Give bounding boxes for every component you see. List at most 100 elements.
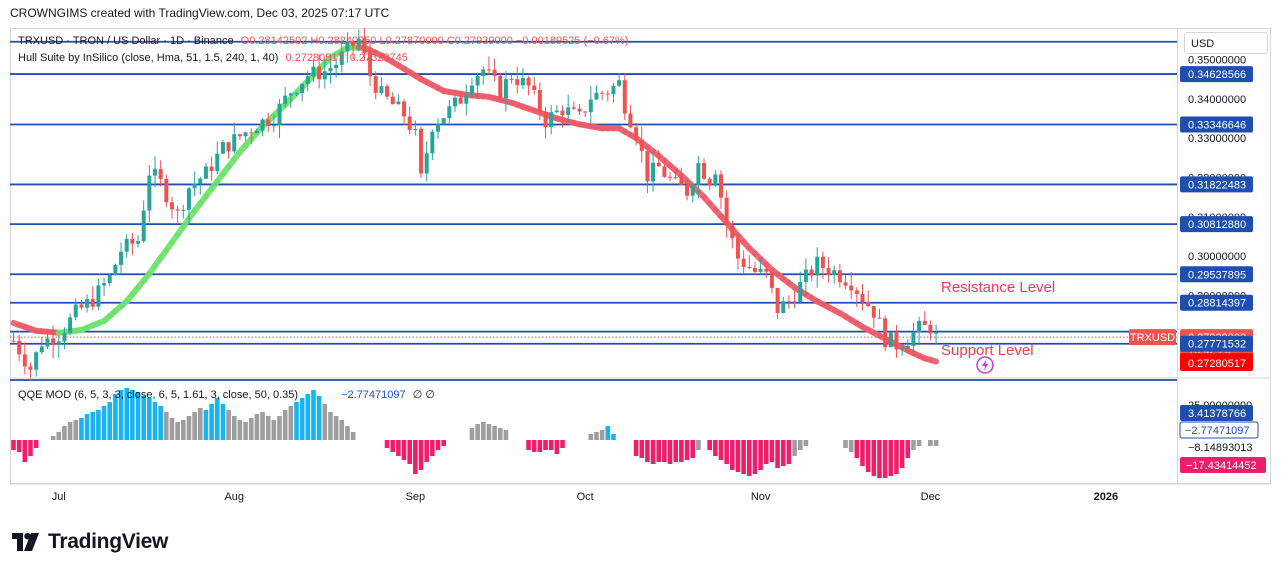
qqe-bar: [480, 422, 486, 440]
qqe-bar: [690, 440, 695, 458]
price-level-label: 0.28814397: [1188, 298, 1246, 310]
candle-body: [73, 304, 78, 318]
qqe-bar: [418, 440, 424, 470]
price-level-box: [1180, 216, 1253, 233]
qqe-bar: [588, 434, 594, 440]
hull-value-2: 0.27328745: [349, 52, 408, 64]
candle-body: [928, 324, 933, 334]
candle-body: [203, 166, 208, 179]
qqe-bar: [611, 434, 616, 440]
candle-body: [215, 153, 220, 172]
time-tick-label: 2026: [1094, 491, 1118, 503]
qqe-bar: [871, 440, 877, 476]
candle-body: [537, 89, 542, 113]
qqe-bar: [650, 440, 656, 464]
candle-body: [62, 333, 67, 342]
qqe-bar: [492, 426, 497, 440]
candle-body: [356, 38, 361, 46]
candle-body: [147, 175, 152, 211]
candle-body: [90, 299, 95, 307]
qqe-bar: [758, 440, 763, 470]
qqe-bar: [164, 412, 169, 440]
candle-body: [164, 178, 169, 203]
candle-body: [888, 332, 893, 348]
candle-body: [436, 124, 440, 132]
candle-body: [198, 178, 203, 184]
candle-body: [934, 332, 939, 334]
qqe-bar: [158, 406, 163, 440]
candle-body: [781, 301, 786, 314]
candle-body: [130, 238, 135, 244]
tradingview-logo[interactable]: TradingView: [12, 530, 168, 554]
qqe-bar: [73, 420, 79, 440]
qqe-extra: ∅ ∅: [412, 389, 435, 401]
candle-body: [566, 107, 571, 115]
qqe-bar: [797, 440, 803, 450]
candle-body: [237, 134, 242, 137]
hull-legend[interactable]: Hull Suite by InSilico (close, Hma, 51, …: [18, 52, 408, 64]
price-level-label: 0.29537895: [1188, 269, 1246, 281]
candle-body: [639, 139, 644, 151]
qqe-bar: [107, 402, 113, 440]
candle-body: [503, 79, 508, 99]
qqe-bar: [679, 440, 684, 462]
candle-body: [475, 75, 480, 86]
qqe-bar: [33, 440, 39, 448]
candle-body: [266, 119, 271, 127]
candle-body: [441, 118, 446, 125]
price-tick-label: 0.35000000: [1188, 54, 1246, 66]
candle-body: [28, 366, 33, 370]
qqe-bar: [769, 440, 775, 462]
candle-body: [905, 345, 910, 349]
qqe-bar: [316, 396, 322, 440]
qqe-bar: [339, 420, 345, 440]
candle-body: [311, 66, 316, 77]
price-level-box: [1180, 355, 1253, 372]
symbol-legend[interactable]: TRXUSD · TRON / US Dollar · 1D · Binance…: [18, 35, 628, 47]
candle-body: [107, 275, 112, 284]
candle-body: [702, 163, 707, 179]
qqe-bar: [350, 432, 356, 440]
qqe-legend[interactable]: QQE MOD (6, 5, 3, 3, close, 6, 5, 1.61, …: [18, 388, 435, 401]
candle-body: [560, 110, 565, 115]
qqe-bar: [56, 432, 62, 440]
candle-body: [685, 185, 690, 196]
candle-body: [645, 150, 650, 182]
candle-body: [385, 86, 390, 97]
qqe-bar: [390, 440, 396, 452]
candle-body: [843, 282, 848, 286]
candle-body: [515, 79, 520, 86]
candle-body: [554, 110, 559, 113]
candle-body: [600, 92, 605, 94]
qqe-bar: [396, 440, 401, 456]
qqe-bar: [197, 408, 203, 440]
candle-body: [220, 142, 225, 154]
qqe-bar: [220, 404, 226, 440]
candle-body: [464, 94, 469, 104]
qqe-bar: [933, 440, 939, 446]
candle-body: [798, 282, 803, 303]
qqe-bar: [11, 440, 16, 450]
qqe-indicator-name: QQE MOD (6, 5, 3, 3, close, 6, 5, 1.61, …: [18, 389, 299, 401]
candle-body: [571, 107, 576, 109]
candle-body: [45, 338, 50, 347]
qqe-bar: [401, 440, 407, 460]
qqe-level-label: 3.41378766: [1188, 408, 1246, 420]
qqe-bar: [226, 410, 231, 440]
current-price-line: TRXUSD: [10, 329, 1177, 346]
candle-body: [322, 71, 327, 80]
qqe-bar: [141, 396, 146, 440]
candle-body: [730, 225, 735, 239]
currency-selector[interactable]: USD: [1184, 32, 1268, 54]
price-level-label: 0.27280517: [1188, 358, 1246, 370]
candle-body: [11, 340, 16, 342]
price-tick-label: 0.34000000: [1188, 94, 1246, 106]
qqe-bar: [243, 422, 248, 440]
candle-body: [617, 80, 622, 86]
candle-body: [68, 317, 73, 334]
qqe-bar: [435, 440, 441, 450]
qqe-bar: [277, 416, 282, 440]
qqe-bar: [865, 440, 871, 472]
qqe-bar: [209, 404, 214, 440]
